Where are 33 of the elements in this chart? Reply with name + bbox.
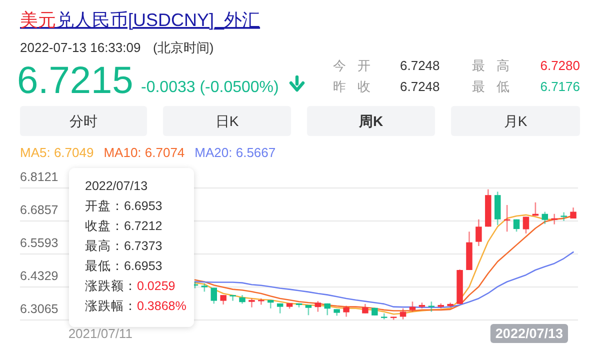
annotation: 涨跌幅：0.3868%	[85, 299, 186, 313]
text: 最 高	[472, 58, 514, 73]
text: 6.7215	[17, 60, 134, 102]
annotation: 2022/07/13	[85, 179, 148, 193]
x-tick-label: 2021/07/11	[68, 326, 132, 341]
text: 6.7248	[400, 58, 440, 73]
text: MA20: 6.5667	[194, 145, 276, 160]
annotation: 最高：6.7373	[85, 238, 162, 253]
text: 6.7176	[540, 79, 580, 94]
y-tick-label: 6.8121	[20, 170, 58, 184]
text: 日K	[215, 113, 240, 129]
y-tick-label: 6.3065	[20, 302, 58, 316]
text: 2022/07/13	[495, 326, 564, 341]
text: 2022-07-13 16:33:09	[20, 40, 141, 55]
annotation: 开盘：6.6953	[85, 199, 162, 213]
annotation: 涨跌额：0.0259	[85, 279, 176, 293]
annotation: 收盘：6.7212	[85, 219, 162, 233]
y-tick-label: 6.4329	[20, 269, 58, 283]
y-tick-label: 6.5593	[20, 236, 58, 250]
text: 6.7280	[540, 58, 580, 73]
text: MA10: 6.7074	[104, 145, 185, 160]
text: 分时	[70, 113, 98, 129]
text: 周K	[358, 113, 384, 129]
text: 月K	[504, 113, 528, 129]
text: 昨 收	[333, 79, 375, 94]
text: MA5: 6.7049	[20, 145, 94, 160]
text: 最 低	[472, 79, 514, 94]
text: 6.7248	[400, 79, 440, 94]
text: (北京时间)	[153, 40, 214, 55]
text: 今 开	[333, 58, 375, 73]
annotation: 最低：6.6953	[85, 259, 162, 273]
y-tick-label: 6.6857	[20, 203, 58, 217]
text: -0.0033 (-0.0500%)	[141, 79, 279, 96]
